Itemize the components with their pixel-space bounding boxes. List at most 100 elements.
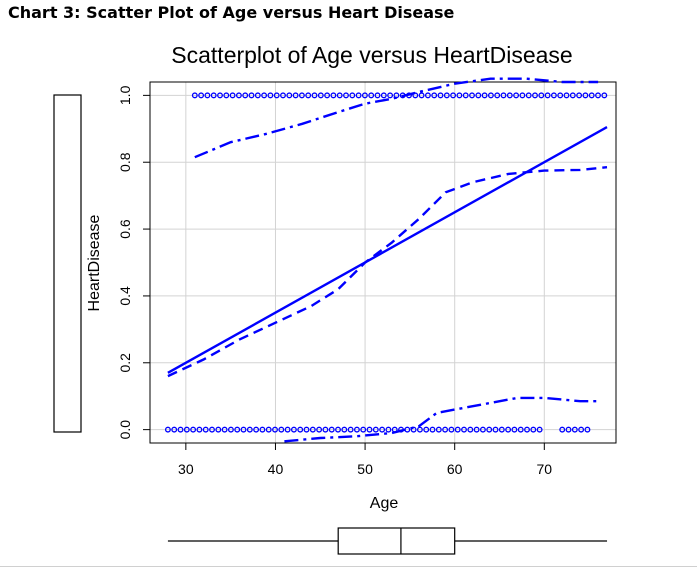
data-point [273, 92, 280, 99]
x-tick-label: 40 [268, 461, 284, 477]
data-point [223, 92, 230, 99]
data-point [544, 92, 551, 99]
data-point [171, 426, 178, 433]
data-point [215, 426, 222, 433]
data-point [442, 426, 449, 433]
y-axis-title: HeartDisease [86, 214, 103, 311]
plot-frame [149, 81, 617, 444]
data-point [462, 92, 469, 99]
data-point [571, 426, 578, 433]
data-point [437, 92, 444, 99]
data-point [316, 426, 323, 433]
data-point [524, 426, 530, 433]
data-point [303, 426, 310, 433]
data-point [290, 426, 297, 433]
data-point [330, 92, 337, 99]
data-point [532, 92, 538, 99]
data-point [506, 92, 513, 99]
data-point [217, 92, 223, 99]
data-point [322, 426, 329, 433]
data-point [280, 92, 286, 99]
data-point [372, 426, 379, 433]
data-point [435, 426, 442, 433]
data-point [272, 426, 278, 433]
data-point [204, 92, 211, 99]
data-point [557, 92, 564, 99]
data-point [448, 426, 455, 433]
box-iqr [337, 527, 456, 555]
y-tick-label: 0.6 [117, 219, 133, 239]
data-point [267, 92, 274, 99]
data-point [286, 92, 293, 99]
data-point [519, 92, 526, 99]
data-point [498, 426, 505, 433]
divider [0, 566, 697, 567]
data-point [349, 92, 356, 99]
data-point [563, 92, 570, 99]
data-point [487, 92, 494, 99]
series-line-dashed [167, 166, 608, 378]
data-point [360, 426, 367, 433]
data-point [261, 92, 268, 99]
data-point [221, 426, 228, 433]
data-point [355, 92, 362, 99]
data-point [265, 426, 272, 433]
data-point [246, 426, 253, 433]
x-tick-label: 70 [537, 461, 553, 477]
data-point [582, 92, 589, 99]
y-tick-label: 0.0 [117, 420, 133, 440]
data-point [253, 426, 260, 433]
data-point [481, 92, 488, 99]
data-point [324, 92, 331, 99]
data-point [368, 92, 375, 99]
scatter-points [164, 92, 608, 433]
data-point [341, 426, 348, 433]
series-line-dashdot [284, 396, 599, 443]
data-point [429, 426, 436, 433]
data-point [366, 426, 373, 433]
x-tick-label: 30 [178, 461, 194, 477]
y-tick-label: 0.8 [117, 152, 133, 172]
data-point [500, 92, 507, 99]
fit-lines [167, 77, 608, 443]
series-line-dashdot [194, 77, 599, 159]
x-marginal-boxplot [167, 527, 608, 555]
data-point [374, 92, 381, 99]
data-point [456, 92, 463, 99]
data-point [317, 92, 324, 99]
y-tick-label: 1.0 [117, 85, 133, 105]
data-point [492, 426, 499, 433]
data-point [536, 426, 543, 433]
data-point [475, 92, 482, 99]
data-point [494, 92, 501, 99]
data-point [601, 92, 608, 99]
data-point [278, 426, 285, 433]
y-axis: 0.0 0.2 0.4 0.6 0.8 1.0 [117, 85, 150, 439]
data-point [469, 92, 475, 99]
data-point [209, 426, 215, 433]
data-point [559, 426, 566, 433]
data-point [588, 92, 595, 99]
data-point [387, 92, 394, 99]
data-point [242, 92, 249, 99]
data-point [505, 426, 512, 433]
data-point [298, 92, 305, 99]
data-point [196, 426, 203, 433]
data-point [259, 426, 266, 433]
data-point [424, 92, 431, 99]
data-point [235, 92, 242, 99]
data-point [328, 426, 335, 433]
data-point [361, 92, 368, 99]
x-axis-title: Age [370, 495, 399, 512]
data-point [473, 426, 480, 433]
series-line-solid [167, 126, 608, 374]
data-point [486, 426, 493, 433]
y-tick-label: 0.2 [117, 353, 133, 373]
chart-heading: Chart 3: Scatter Plot of Age versus Hear… [8, 3, 455, 22]
data-point [353, 426, 360, 433]
data-point [410, 426, 417, 433]
data-point [423, 426, 430, 433]
data-point [461, 426, 467, 433]
data-point [343, 92, 349, 99]
